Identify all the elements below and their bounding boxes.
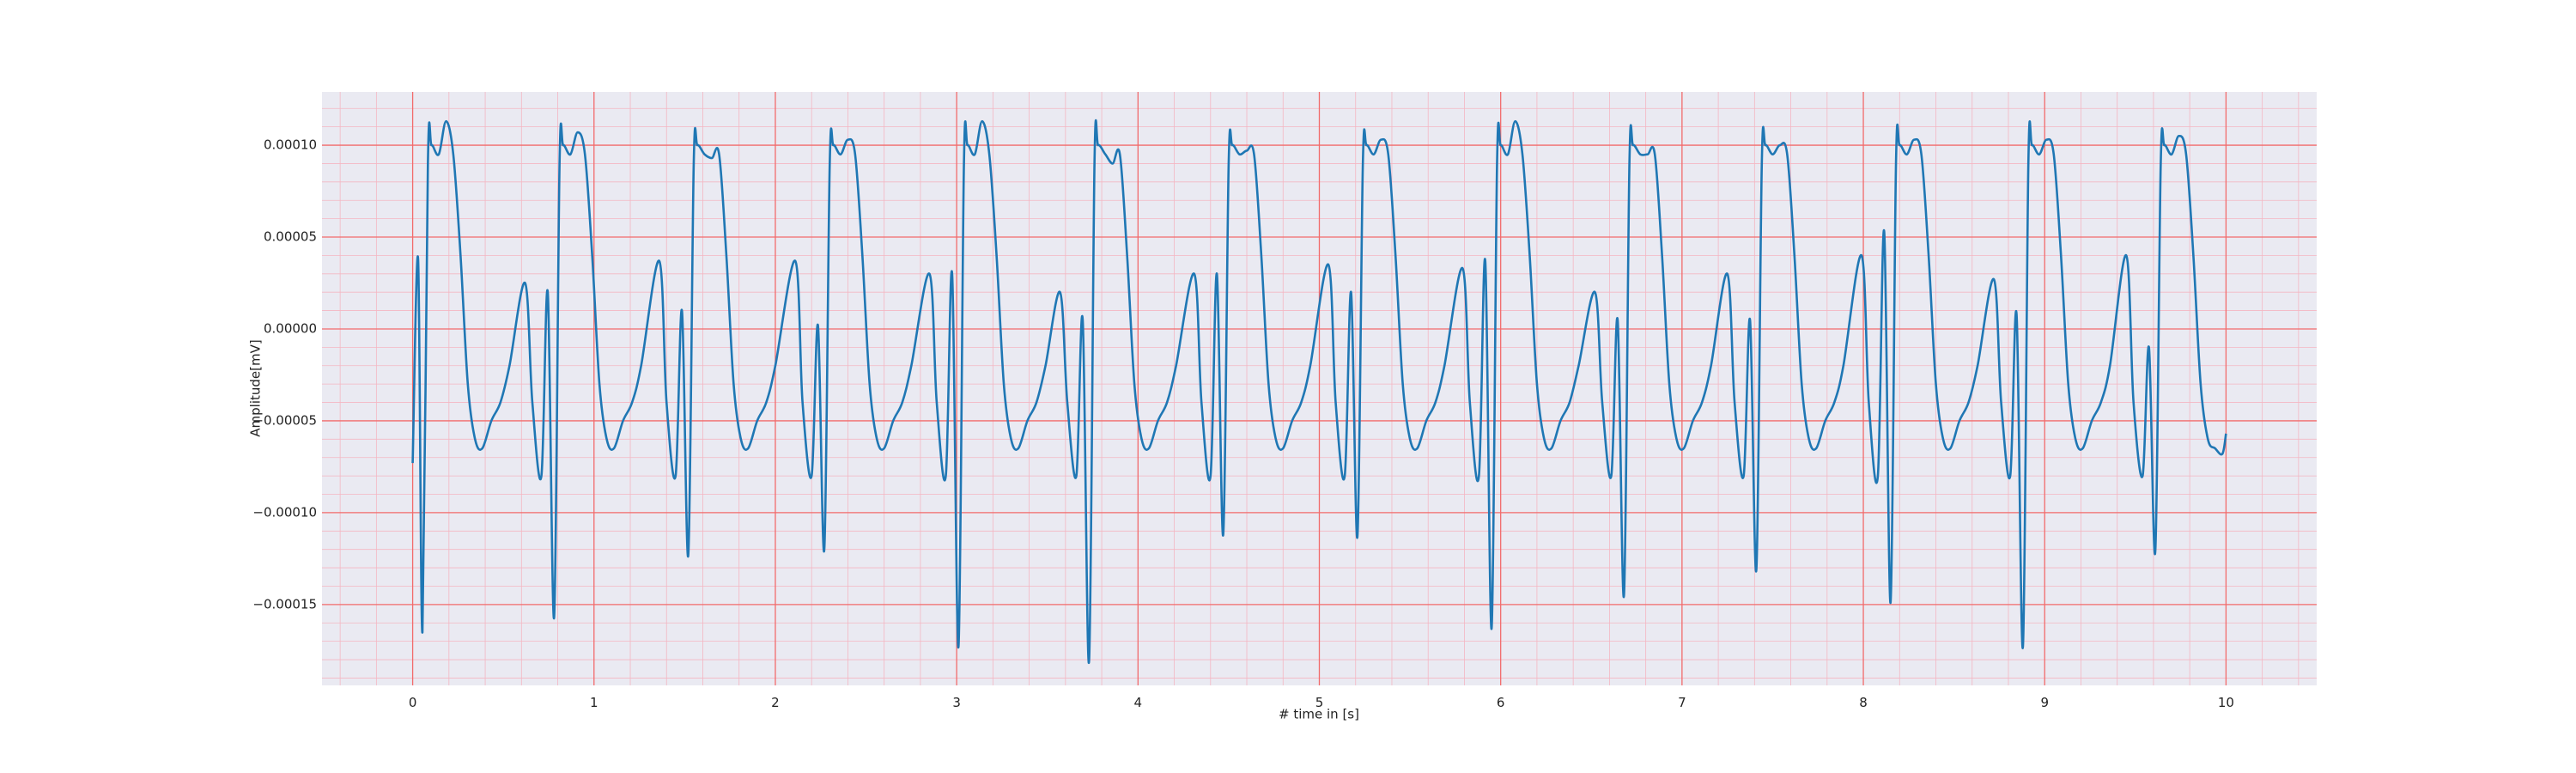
x-tick-label: 0 [409,695,417,710]
labels: 0 1 2 3 4 5 6 7 8 9 10 −0.00015 −0.00010 −0.00005 0.00… [252,137,2234,711]
x-tick-label: 9 [2040,695,2049,710]
x-tick-label: 5 [1315,695,1324,710]
x-tick-label: 6 [1497,695,1505,710]
x-tick-label: 10 [2218,695,2234,710]
y-tick-label: −0.00010 [252,504,317,520]
signal-line [411,119,2227,665]
y-tick-label: 0.00010 [264,137,317,153]
x-tick-label: 7 [1678,695,1686,710]
x-tick-label: 2 [771,695,780,710]
x-tick-label: 1 [590,695,598,710]
y-tick-label: 0.00005 [264,229,317,245]
y-tick-label: −0.00015 [252,596,317,612]
x-tick-label: 4 [1134,695,1143,710]
grid [322,92,2317,685]
x-tick-label: 8 [1859,695,1868,710]
y-axis-label: Amplitude[mV] [248,339,264,436]
marks [411,119,2227,665]
x-axis-label: # time in [s] [1279,707,1359,722]
x-tick-label: 3 [952,695,961,710]
y-tick-label: 0.00000 [264,320,317,336]
y-tick-label: −0.00005 [252,412,317,428]
